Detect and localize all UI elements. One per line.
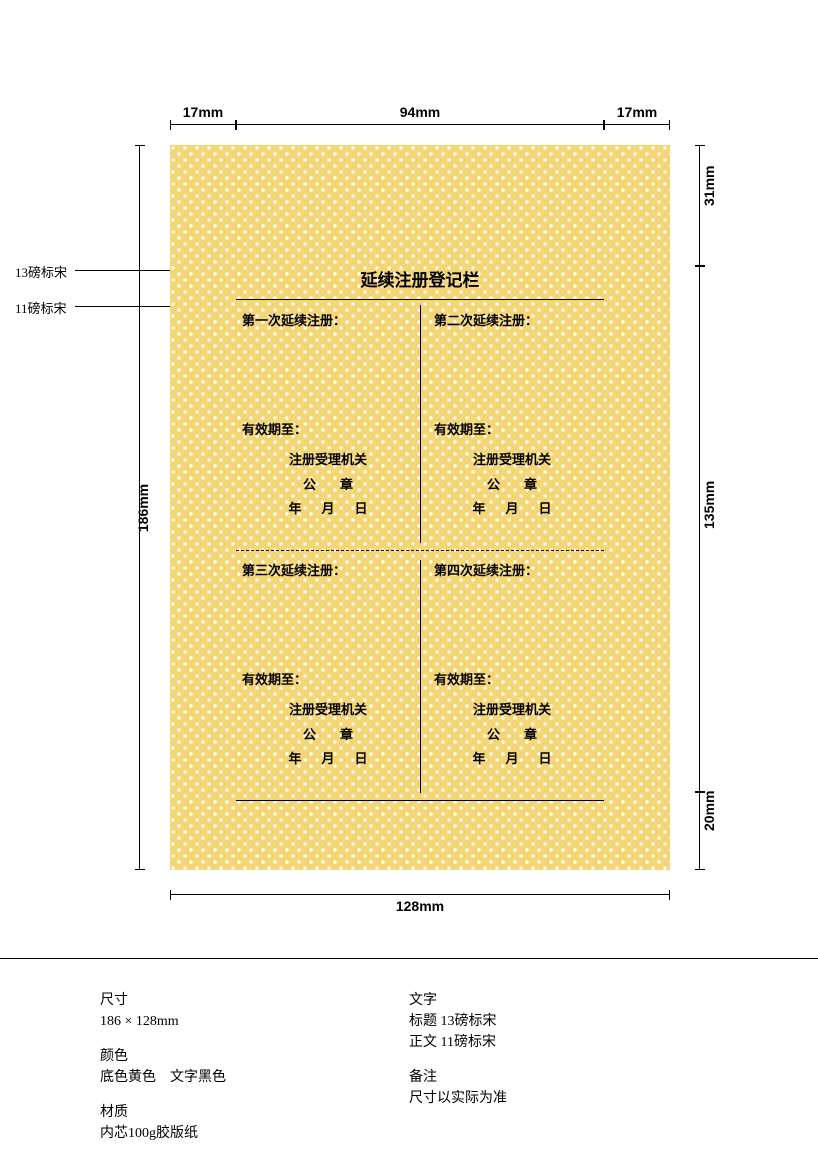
dim-label: 17mm — [604, 104, 670, 120]
dim-top-left: 17mm — [170, 110, 236, 140]
date-label: 年月日 — [240, 747, 416, 772]
spec-col-left: 尺寸 186 × 128mm 颜色 底色黄色 文字黑色 材质 内芯100g胶版纸 — [100, 990, 409, 1158]
cell-header: 第三次延续注册： — [240, 560, 416, 579]
divider-horizontal-bottom — [236, 800, 604, 801]
callout-title-font: 13磅标宋 — [15, 262, 67, 281]
callout-body-font: 11磅标宋 — [15, 298, 67, 317]
authority-label: 注册受理机关 — [240, 698, 416, 723]
spec-size-value: 186 × 128mm — [100, 1011, 409, 1032]
dim-label: 31mm — [701, 165, 717, 205]
card-content: 延续注册登记栏 第一次延续注册： 有效期至： 注册受理机关 公章 年月日 — [236, 266, 604, 792]
dim-top-mid: 94mm — [236, 110, 604, 140]
cell-header: 第四次延续注册： — [424, 560, 600, 579]
spec-text-label: 文字 — [409, 990, 718, 1011]
spec-note-label: 备注 — [409, 1067, 718, 1088]
dim-right-mid: 135mm — [685, 266, 715, 792]
valid-until-label: 有效期至： — [240, 419, 416, 438]
dim-label: 186mm — [135, 483, 151, 531]
valid-until-label: 有效期至： — [240, 669, 416, 688]
dim-label: 128mm — [170, 898, 670, 914]
registration-card: 延续注册登记栏 第一次延续注册： 有效期至： 注册受理机关 公章 年月日 — [170, 145, 670, 870]
dim-label: 94mm — [236, 104, 604, 120]
seal-label: 公章 — [424, 473, 600, 498]
spec-section: 尺寸 186 × 128mm 颜色 底色黄色 文字黑色 材质 内芯100g胶版纸… — [0, 970, 818, 1158]
cell-renewal-1: 第一次延续注册： 有效期至： 注册受理机关 公章 年月日 — [236, 300, 420, 550]
seal-label: 公章 — [240, 723, 416, 748]
quad-grid: 第一次延续注册： 有效期至： 注册受理机关 公章 年月日 第二次延续注册： 有效… — [236, 300, 604, 800]
card-title: 延续注册登记栏 — [236, 266, 604, 300]
callout-label: 13磅标宋 — [15, 265, 67, 280]
cell-renewal-3: 第三次延续注册： 有效期至： 注册受理机关 公章 年月日 — [236, 550, 420, 800]
spec-note-value: 尺寸以实际为准 — [409, 1088, 718, 1109]
dim-right-top: 31mm — [685, 145, 715, 266]
authority-label: 注册受理机关 — [424, 698, 600, 723]
dim-label: 20mm — [701, 791, 717, 831]
cell-header: 第一次延续注册： — [240, 310, 416, 329]
spec-color-label: 颜色 — [100, 1046, 409, 1067]
cell-renewal-2: 第二次延续注册： 有效期至： 注册受理机关 公章 年月日 — [420, 300, 604, 550]
dim-label: 17mm — [170, 104, 236, 120]
spec-text-body: 正文 11磅标宋 — [409, 1032, 718, 1053]
dim-bottom: 128mm — [170, 880, 670, 910]
valid-until-label: 有效期至： — [424, 669, 600, 688]
cell-renewal-4: 第四次延续注册： 有效期至： 注册受理机关 公章 年月日 — [420, 550, 604, 800]
date-label: 年月日 — [240, 497, 416, 522]
valid-until-label: 有效期至： — [424, 419, 600, 438]
date-label: 年月日 — [424, 497, 600, 522]
date-label: 年月日 — [424, 747, 600, 772]
cell-header: 第二次延续注册： — [424, 310, 600, 329]
spec-text-title: 标题 13磅标宋 — [409, 1011, 718, 1032]
spec-color-value: 底色黄色 文字黑色 — [100, 1067, 409, 1088]
spec-material-label: 材质 — [100, 1102, 409, 1123]
callout-label: 11磅标宋 — [15, 301, 67, 316]
spec-col-right: 文字 标题 13磅标宋 正文 11磅标宋 备注 尺寸以实际为准 — [409, 990, 718, 1158]
dim-left: 186mm — [125, 145, 155, 870]
spec-material-value: 内芯100g胶版纸 — [100, 1123, 409, 1144]
dim-right-bot: 20mm — [685, 792, 715, 870]
seal-label: 公章 — [240, 473, 416, 498]
spec-divider — [0, 958, 818, 959]
dim-label: 135mm — [701, 481, 717, 529]
dim-top-right: 17mm — [604, 110, 670, 140]
spec-size-label: 尺寸 — [100, 990, 409, 1011]
authority-label: 注册受理机关 — [240, 448, 416, 473]
authority-label: 注册受理机关 — [424, 448, 600, 473]
seal-label: 公章 — [424, 723, 600, 748]
